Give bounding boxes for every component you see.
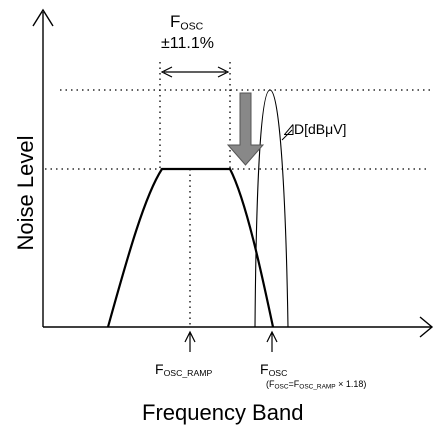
spread-percent-label: ±11.1%	[161, 35, 214, 52]
x-axis-arrowhead	[419, 316, 434, 338]
delta-leader-line	[281, 129, 293, 141]
delta-dbuv-label: D[dBμV]	[283, 122, 346, 136]
y-axis-title: Noise Level	[13, 135, 38, 251]
spread-arrowhead-left	[160, 66, 173, 78]
delta-symbol-icon	[283, 123, 294, 135]
x-axis-title: Frequency Band	[142, 400, 304, 425]
fixed-frequency-peak	[254, 89, 289, 328]
noise-reduction-arrow	[226, 92, 265, 166]
fosc-label: FOSC	[260, 361, 288, 379]
ramp-tick-arrowhead	[184, 330, 196, 343]
spread-spectrum-curve	[106, 167, 275, 328]
fosc-ramp-label: FOSC_RAMP	[155, 361, 213, 379]
top-fosc-label: FOSC	[170, 12, 204, 33]
spread-arrowhead-right	[217, 66, 230, 78]
y-axis-arrowhead	[32, 8, 54, 27]
fosc-formula-label: (FOSC=FOSC_RAMP × 1.18)	[266, 379, 367, 391]
osc-tick-arrowhead	[266, 330, 278, 343]
